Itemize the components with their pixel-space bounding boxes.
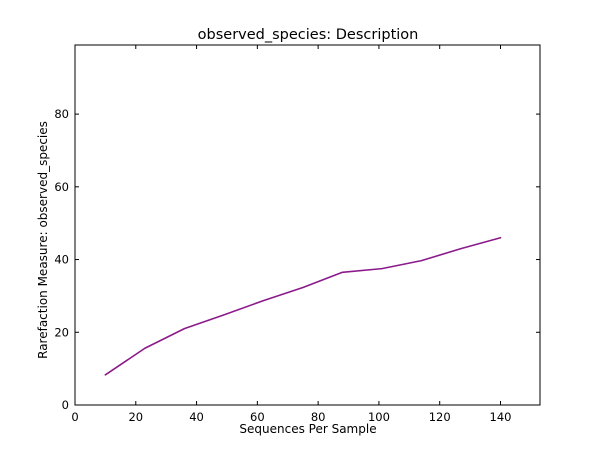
data-point	[341, 271, 344, 273]
plot-frame	[74, 44, 541, 406]
chart-title: observed_species: Description	[198, 27, 419, 43]
x-tick-label: 140	[490, 410, 512, 424]
x-tick-label: 80	[311, 410, 326, 424]
x-tick-label: 120	[429, 410, 451, 424]
x-tick-label: 40	[189, 410, 204, 424]
y-tick-label: 80	[54, 107, 69, 121]
data-point	[223, 314, 225, 316]
x-tick-label: 0	[71, 410, 78, 424]
x-axis-label: Sequences Per Sample	[239, 422, 376, 436]
data-point	[302, 286, 304, 289]
data-point	[499, 237, 502, 239]
ticks: 0 20 40 60 80 100 120 140 0 20 40 60 80	[54, 45, 540, 424]
y-axis-label: Rarefaction Measure: observed_species	[36, 121, 50, 359]
data-point	[104, 374, 106, 376]
y-tick-label: 40	[54, 253, 69, 267]
plot-area-border	[74, 44, 541, 406]
data-point	[460, 248, 462, 250]
x-tick-label: 60	[250, 410, 265, 424]
data-point	[381, 268, 383, 270]
x-tick-label: 20	[128, 410, 143, 424]
data-point	[144, 347, 146, 349]
y-tick-label: 60	[54, 180, 69, 194]
x-tick-label: 100	[368, 410, 390, 424]
data-point	[183, 328, 186, 330]
data-point	[420, 260, 423, 262]
y-tick-label: 20	[54, 325, 69, 339]
y-tick-label: 0	[62, 398, 69, 412]
data-point	[262, 300, 265, 302]
series-group	[104, 236, 502, 376]
